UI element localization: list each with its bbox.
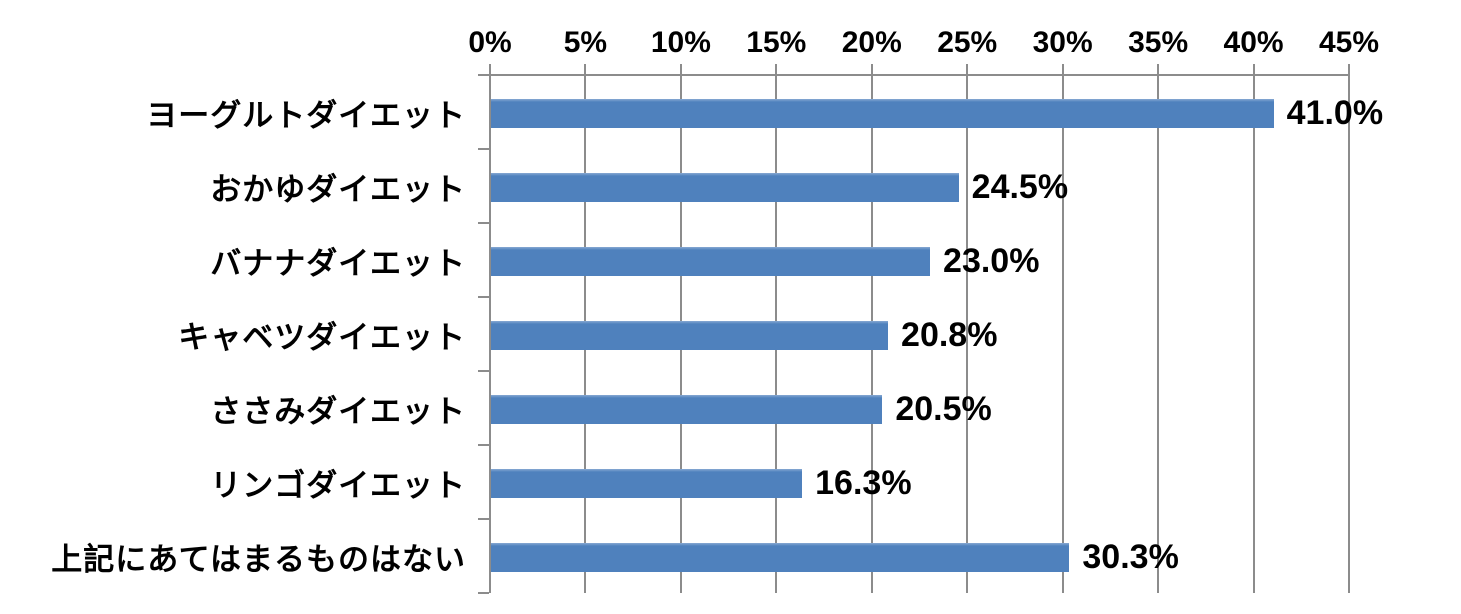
category-label: キャベツダイエット — [178, 319, 466, 355]
value-axis-tick-mark — [1348, 64, 1350, 74]
value-axis-tick-mark — [870, 64, 873, 74]
bar — [491, 394, 883, 424]
category-axis-tick-mark — [478, 74, 489, 76]
gridline — [1348, 75, 1350, 593]
value-axis-tick-label: 10% — [650, 26, 711, 59]
bar — [491, 320, 889, 350]
value-label: 16.3% — [815, 463, 912, 502]
value-axis-tick-label: 40% — [1223, 26, 1284, 59]
value-axis-tick-mark — [1157, 64, 1160, 74]
category-axis-line — [489, 75, 491, 593]
bar — [491, 542, 1070, 572]
value-label: 20.5% — [895, 389, 992, 428]
value-axis-tick-label: 30% — [1032, 26, 1093, 59]
value-axis-tick-label: 0% — [468, 26, 512, 59]
value-axis-tick-mark — [489, 64, 491, 74]
value-axis-line — [479, 74, 1350, 76]
category-label: ささみダイエット — [210, 393, 466, 429]
bar — [491, 172, 959, 202]
value-axis-tick-label: 15% — [746, 26, 807, 59]
category-axis-tick-mark — [478, 222, 489, 224]
value-label: 23.0% — [943, 241, 1040, 280]
value-axis-tick-label: 20% — [841, 26, 902, 59]
value-axis-tick-mark — [775, 64, 778, 74]
category-label: おかゆダイエット — [210, 171, 466, 207]
value-label: 41.0% — [1286, 93, 1384, 132]
bar — [491, 246, 931, 276]
category-axis-tick-mark — [478, 370, 489, 372]
category-label: ヨーグルトダイエット — [146, 97, 466, 133]
category-label: リンゴダイエット — [210, 467, 466, 503]
value-axis-tick-label: 5% — [563, 26, 608, 59]
value-axis-tick-mark — [1061, 64, 1064, 74]
category-axis-tick-mark — [478, 592, 489, 594]
category-axis-tick-mark — [478, 518, 489, 520]
value-axis-tick-mark — [966, 64, 969, 74]
gridline — [1252, 75, 1255, 593]
gridline — [966, 75, 969, 593]
category-label: バナナダイエット — [210, 245, 466, 281]
bar — [491, 468, 803, 498]
category-axis-tick-mark — [478, 296, 489, 298]
value-axis-tick-label: 45% — [1318, 26, 1380, 59]
bar — [491, 98, 1274, 128]
value-axis-tick-label: 25% — [937, 26, 998, 59]
category-label: 上記にあてはまるものはない — [51, 541, 466, 577]
value-axis-tick-mark — [1252, 64, 1255, 74]
value-label: 20.8% — [901, 315, 998, 354]
gridline — [1157, 75, 1160, 593]
value-axis-tick-mark — [679, 64, 682, 74]
value-axis-tick-mark — [584, 64, 587, 74]
value-label: 30.3% — [1082, 537, 1179, 576]
category-axis-tick-mark — [478, 148, 489, 150]
value-label: 24.5% — [971, 167, 1069, 206]
category-axis-tick-mark — [478, 444, 489, 446]
gridline — [1061, 75, 1064, 593]
value-axis-tick-label: 35% — [1128, 26, 1189, 59]
